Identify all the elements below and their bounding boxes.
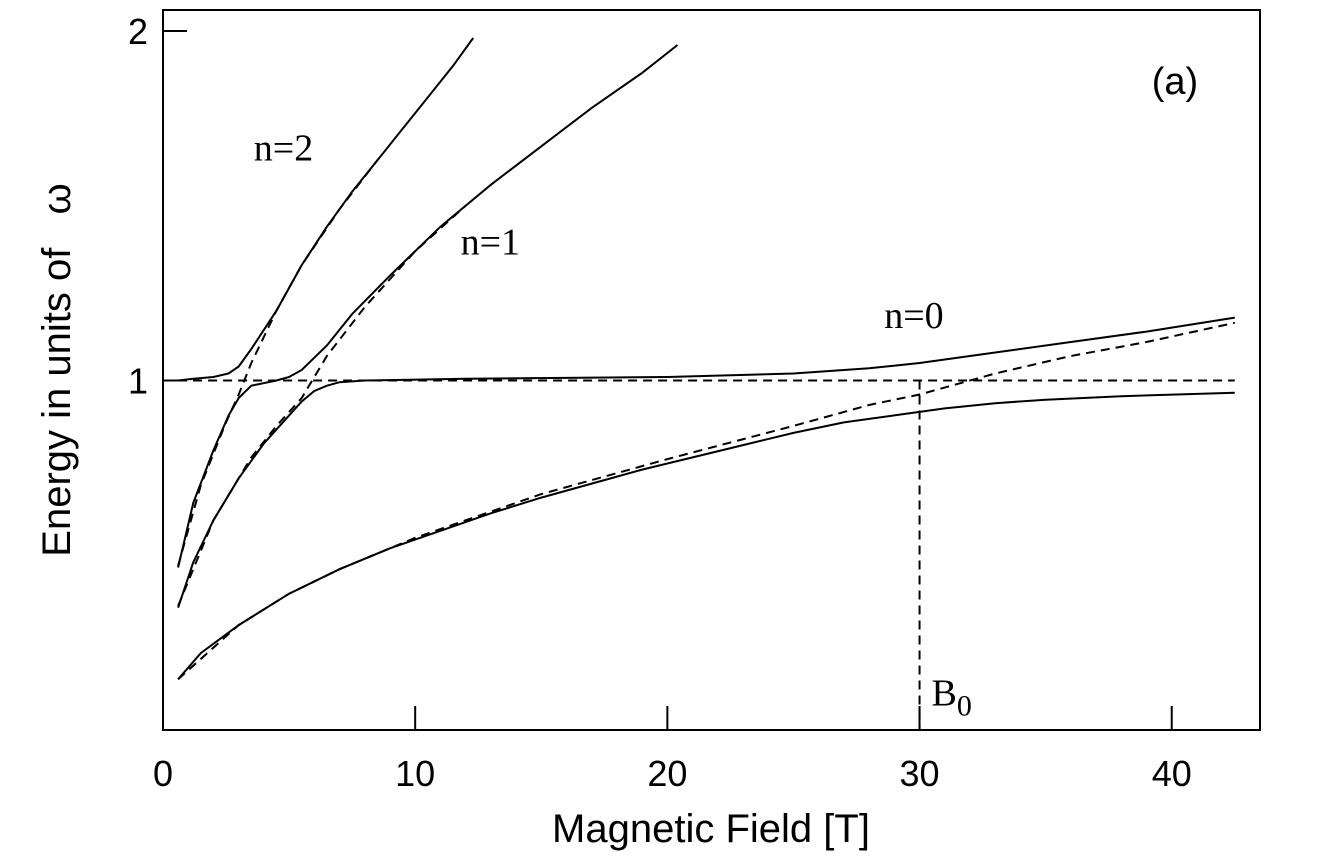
y-axis-title-symbol: ω bbox=[35, 183, 79, 214]
b0-marker-label: B0 bbox=[932, 673, 972, 723]
y-tick-label: 2 bbox=[128, 11, 148, 52]
x-tick-label: 0 bbox=[153, 753, 173, 794]
x-axis-title: Magnetic Field [T] bbox=[552, 807, 870, 851]
x-tick-label: 20 bbox=[647, 753, 687, 794]
annotations-layer: n=2 n=1 n=0 B0 bbox=[254, 127, 972, 722]
x-tick-label: 40 bbox=[1152, 753, 1192, 794]
series-line-2-solid bbox=[177, 44, 679, 568]
series-line-7-dashed bbox=[177, 204, 467, 607]
series-line-6-dashed bbox=[177, 159, 379, 566]
x-tick-label: 30 bbox=[900, 753, 940, 794]
curves-layer bbox=[177, 37, 1236, 730]
curve-label: n=0 bbox=[884, 295, 943, 337]
series-line-8-dashed bbox=[177, 321, 1236, 681]
curve-label: n=2 bbox=[254, 127, 313, 169]
plot-frame bbox=[162, 9, 1261, 731]
panel-label: (a) bbox=[1152, 61, 1198, 103]
curve-label: n=1 bbox=[461, 222, 520, 264]
x-tick-label: 10 bbox=[395, 753, 435, 794]
y-axis-title-text: Energy in units of bbox=[35, 247, 79, 557]
b0-label-subscript: 0 bbox=[957, 690, 972, 723]
b0-label-main: B bbox=[932, 673, 957, 715]
y-tick-label: 1 bbox=[128, 360, 148, 401]
series-line-1-solid bbox=[177, 37, 475, 382]
svg-text:Energy in units of ω: Energy in units of ω bbox=[35, 183, 79, 556]
y-axis-title: Energy in units of ω bbox=[35, 183, 79, 556]
ticks-layer: 0 10 20 30 40 1 2 bbox=[128, 11, 1192, 794]
series-line-3-solid bbox=[177, 316, 1235, 609]
series-line-4-solid bbox=[177, 391, 1235, 680]
